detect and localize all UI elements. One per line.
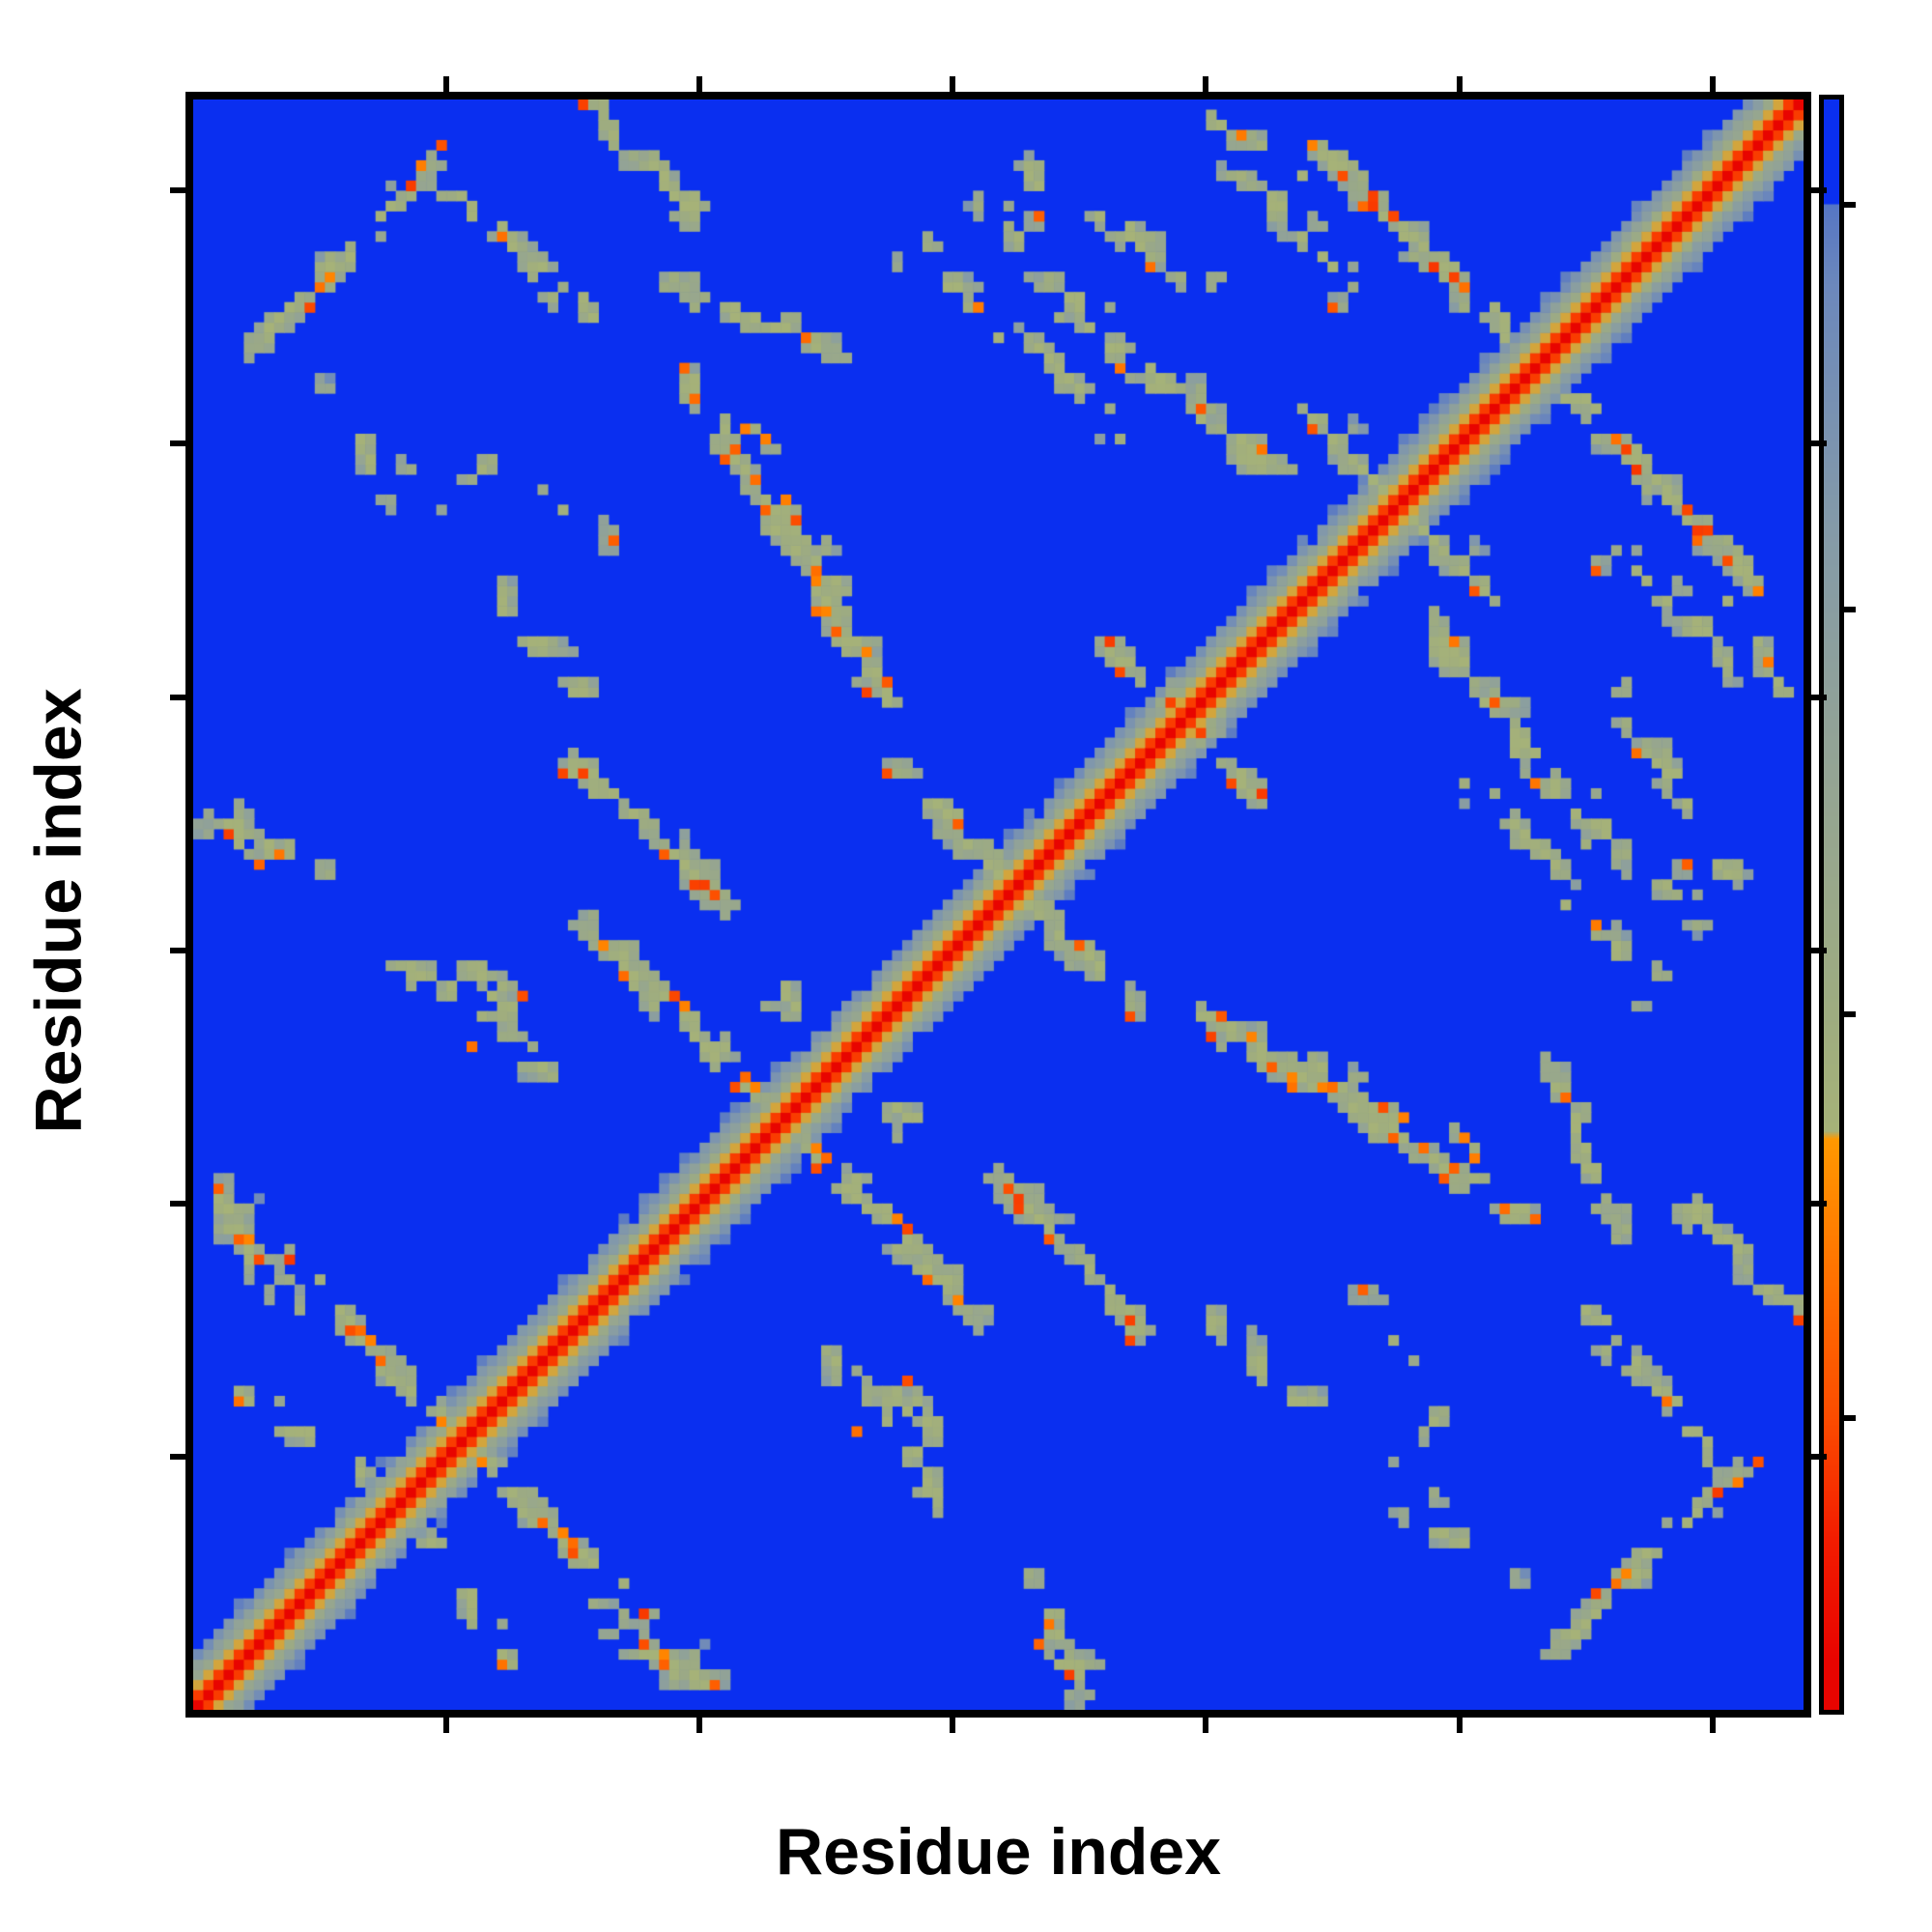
x-axis-title: Residue index	[775, 1815, 1222, 1889]
y-axis-tick-left	[170, 1453, 185, 1460]
colorbar-frame	[1819, 95, 1844, 1715]
y-axis-tick-left	[170, 1200, 185, 1207]
x-axis-tick-top	[950, 76, 956, 92]
distance-map-heatmap	[193, 99, 1804, 1710]
x-axis-tick-top	[1709, 76, 1716, 92]
x-axis-tick-bottom	[950, 1718, 956, 1733]
colorbar-tick	[1844, 201, 1856, 208]
y-axis-tick-left	[170, 440, 185, 447]
y-axis-tick-right	[1811, 1200, 1827, 1207]
y-axis-tick-right	[1811, 947, 1827, 953]
y-axis-tick-right	[1811, 1453, 1827, 1460]
x-axis-tick-bottom	[1203, 1718, 1209, 1733]
y-axis-tick-left	[170, 694, 185, 700]
x-axis-tick-top	[1456, 76, 1463, 92]
y-axis-title: Residue index	[21, 688, 96, 1134]
y-axis-tick-right	[1811, 187, 1827, 194]
x-axis-tick-bottom	[443, 1718, 450, 1733]
y-axis-tick-right	[1811, 694, 1827, 700]
y-axis-tick-left	[170, 947, 185, 953]
x-axis-tick-top	[443, 76, 450, 92]
x-axis-tick-top	[696, 76, 703, 92]
heatmap-frame	[185, 92, 1811, 1718]
x-axis-tick-bottom	[1709, 1718, 1716, 1733]
y-axis-tick-right	[1811, 440, 1827, 447]
colorbar-gradient	[1824, 99, 1839, 1710]
colorbar-tick	[1844, 606, 1856, 612]
x-axis-tick-bottom	[696, 1718, 703, 1733]
y-axis-tick-left	[170, 187, 185, 194]
colorbar-tick	[1844, 1415, 1856, 1422]
x-axis-tick-bottom	[1456, 1718, 1463, 1733]
x-axis-tick-top	[1203, 76, 1209, 92]
colorbar-tick	[1844, 1010, 1856, 1017]
